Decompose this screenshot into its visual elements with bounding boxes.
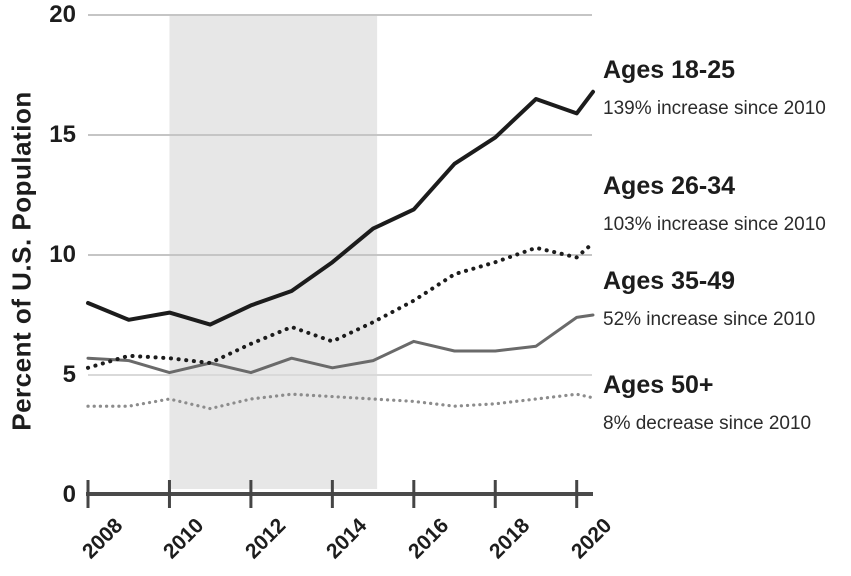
y-tick-label-20: 20 [49,1,76,28]
legend-note: 8% decrease since 2010 [603,413,812,434]
legend-label: Ages 26-34 [603,172,736,200]
y-tick-label-5: 5 [62,361,76,388]
legend-note: 139% increase since 2010 [603,98,826,119]
legend-label: Ages 18-25 [603,56,736,84]
y-tick-label-10: 10 [49,241,76,268]
series-line-ages-35-49 [86,313,595,375]
legend-entry-ages-50-plus: Ages 50+ 8% decrease since 2010 [603,371,811,435]
legend-entry-ages-35-49: Ages 35-49 52% increase since 2010 [603,267,815,331]
legend-note: 52% increase since 2010 [603,309,816,330]
y-tick-label-0: 0 [62,481,76,508]
legend-entry-ages-26-34: Ages 26-34 103% increase since 2010 [603,172,826,236]
legend-entry-ages-18-25: Ages 18-25 139% increase since 2010 [603,56,826,120]
series-line-ages-26-34 [86,241,595,370]
legend-label: Ages 35-49 [603,267,736,295]
legend-note: 103% increase since 2010 [603,214,826,235]
legend-label: Ages 50+ [603,371,714,399]
y-tick-label-15: 15 [49,121,76,148]
series-line-ages-18-25 [86,89,595,327]
series-line-ages-50- [86,392,595,411]
